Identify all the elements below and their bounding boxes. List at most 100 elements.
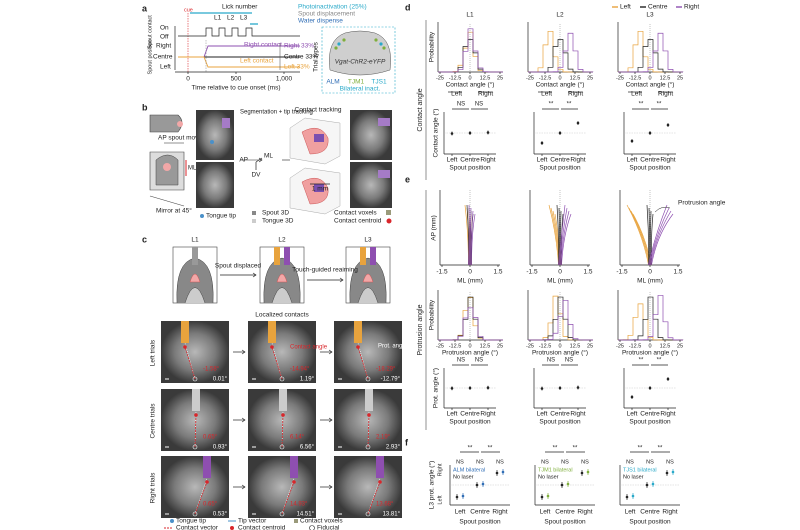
spout [192, 389, 200, 411]
x-tick-label: Left [627, 411, 638, 418]
site [382, 46, 386, 50]
step-label: Spout displaced [215, 263, 262, 270]
annotation: Protrusion angle [678, 200, 726, 207]
axis-level: Off [160, 34, 169, 41]
path [258, 157, 263, 163]
x-tick-label: -12.5 [629, 75, 642, 81]
x-tick-label: -12.5 [629, 343, 642, 349]
x-tick-label: -12.5 [449, 75, 462, 81]
significance: NS [666, 459, 674, 465]
fiducial [192, 444, 198, 450]
column-label: L3 [364, 237, 372, 244]
site [334, 46, 338, 50]
spout [181, 321, 189, 343]
path [471, 213, 476, 266]
spout [290, 456, 298, 478]
x-tick-label: Right [660, 411, 675, 418]
area-label: TJM1 [348, 79, 365, 86]
x-tick-label: Right [662, 509, 677, 516]
contact-angle: 13.68° [376, 502, 394, 508]
direction: Right [568, 91, 583, 98]
legend-mark [386, 210, 391, 215]
axis-title: Contact angle (°) [446, 81, 495, 89]
centroid [270, 345, 274, 349]
point [631, 494, 635, 498]
significance: ** [639, 358, 644, 364]
point [558, 131, 562, 135]
prot-angle: 0.53° [213, 512, 228, 518]
legend-dot [230, 526, 234, 530]
point [576, 121, 580, 125]
path [559, 207, 568, 266]
fiducial [365, 444, 371, 450]
axis-title: Spout position [629, 419, 671, 426]
side-label: Contact angle [417, 88, 424, 131]
annotation: Left contact [240, 58, 274, 65]
path [548, 204, 559, 266]
point [671, 470, 675, 474]
side-label: Protrusion angle [417, 304, 424, 355]
spout [354, 321, 362, 343]
video-frame [334, 321, 402, 383]
x-tick-label: Left [455, 509, 466, 516]
axis-title: Protrusion angle (°) [532, 349, 588, 357]
line [357, 346, 369, 380]
head [184, 287, 206, 304]
axis-label: ML [264, 153, 273, 160]
path [438, 296, 503, 341]
path [241, 349, 246, 355]
axis-title: Spout position [459, 519, 501, 526]
path [438, 307, 503, 341]
cue-label: cue [184, 7, 193, 13]
point [566, 482, 570, 486]
tongue [177, 121, 183, 127]
legend-mark [252, 219, 256, 223]
row-label: Centre trials [150, 403, 157, 439]
spout [284, 247, 290, 265]
path [438, 28, 503, 73]
step-label: Touch-guided reaiming [292, 267, 358, 274]
x-tick-label: Right [480, 157, 495, 164]
path [438, 31, 503, 73]
x-tick-label: -25 [526, 343, 534, 349]
direction: Right [478, 91, 493, 98]
significance: ** [567, 102, 572, 108]
point [481, 482, 485, 486]
legend-label: Tongue tip [206, 213, 236, 220]
x-tick-label: Centre [550, 411, 570, 418]
path [618, 32, 684, 73]
x-tick-label: Centre [640, 411, 660, 418]
area-label: TJS1 [371, 79, 387, 86]
x-tick-label: 0 [468, 75, 471, 81]
row-label: Left trials [150, 339, 157, 366]
spout [222, 118, 230, 128]
group-label: TJS1 bilateral [623, 467, 657, 473]
point [461, 494, 465, 498]
x-tick-label: Centre [460, 157, 480, 164]
video-frame [350, 110, 392, 160]
spout [203, 456, 211, 478]
point [665, 471, 669, 475]
point [630, 139, 634, 143]
axis-title: Spout position [539, 419, 581, 426]
tongue-tip [210, 140, 214, 144]
axis-title: Probability [429, 299, 436, 330]
legend-label: Photoinactivation (25%) [298, 4, 367, 11]
x-tick-label: Left [537, 411, 548, 418]
legend-dot [200, 214, 204, 218]
panel-label: b [142, 102, 148, 112]
axis-title: Trial types [313, 41, 320, 71]
x-tick-label: -25 [616, 75, 624, 81]
spout [376, 456, 384, 478]
point [468, 131, 472, 135]
x-tick-label: -1.5 [436, 269, 448, 276]
annotation: Mirror at 45° [156, 207, 192, 215]
path [617, 303, 683, 341]
contact-angle: 14.93° [290, 502, 308, 508]
legend-label: Contact voxels [334, 210, 377, 217]
point [540, 387, 544, 390]
x-tick-label: -25 [436, 343, 444, 349]
x-tick-label: -25 [616, 343, 624, 349]
significance: ** [638, 446, 643, 452]
path [649, 207, 670, 266]
